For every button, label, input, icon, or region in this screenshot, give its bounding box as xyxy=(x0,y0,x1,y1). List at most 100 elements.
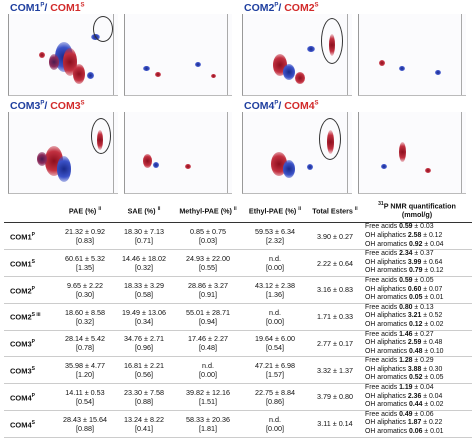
crosspeak xyxy=(37,152,47,166)
pae-cell: 18.60 ± 8.58 [0.32] xyxy=(56,303,114,330)
crosspeak xyxy=(307,164,313,170)
ester-quantification-table: PAE (%) ii SAE (%) ii Methyl-PAE (%) ii … xyxy=(4,198,472,438)
nmr-error: ± 0.02 xyxy=(422,401,444,409)
value: 28.86 ± 3.27 xyxy=(188,280,228,290)
nmr-cell: Free acids 0.49 ± 0.06 OH aliphatics 1.87… xyxy=(362,410,472,437)
nmr-label: Free acids xyxy=(365,223,400,231)
nmr-label: OH aromatics xyxy=(365,374,410,382)
spectra-panel-com3: COM3P/ COM3S A B xyxy=(4,98,236,196)
nmr-value: 3.21 xyxy=(407,312,422,320)
nmr-value: 0.79 xyxy=(409,267,423,275)
sample-name: COM1S xyxy=(10,258,36,269)
total-esters-cell: 2.22 ± 0.64 xyxy=(317,258,353,268)
nmr-cell: Free acids 1.28 ± 0.29 OH aliphatics 3.88… xyxy=(362,357,472,384)
value-bracket: [0.96] xyxy=(135,343,153,353)
nmr-value: 2.36 xyxy=(407,392,422,400)
nmr-error: ± 0.05 xyxy=(422,374,444,382)
methyl-pae-cell: n.d. [0.00] xyxy=(174,357,242,384)
nmr-value: 2.59 xyxy=(407,339,422,347)
crosspeak xyxy=(49,54,59,70)
value-bracket: [0.32] xyxy=(76,316,94,326)
ethyl-pae-cell: n.d. [0.00] xyxy=(242,250,308,277)
pae-cell: 9.65 ± 2.22 [0.30] xyxy=(56,276,114,303)
table-row: COM3P 28.14 ± 5.42 [0.78] 34.76 ± 2.71 [0.96… xyxy=(4,330,472,357)
crosspeak xyxy=(211,74,216,78)
nmr-label: Free acids xyxy=(365,276,400,284)
nmr-label: OH aliphatics xyxy=(365,285,408,293)
nmr-value: 0.59 xyxy=(399,223,413,231)
total-esters-cell: 3.16 ± 0.83 xyxy=(317,285,353,295)
value: 18.60 ± 8.58 xyxy=(65,307,105,317)
value: 24.93 ± 22.00 xyxy=(186,254,230,264)
value: n.d. xyxy=(269,307,281,317)
crosspeak xyxy=(73,64,85,84)
nmr-error: ± 0.03 xyxy=(412,223,434,231)
nmr-value: 0.12 xyxy=(409,320,423,328)
annotation-circle xyxy=(93,16,113,42)
nmr-value: 2.58 xyxy=(407,231,422,239)
crosspeak xyxy=(399,142,406,162)
sae-cell: 16.81 ± 2.21 [0.56] xyxy=(114,357,174,384)
nmr-label: OH aliphatics xyxy=(365,419,408,427)
nmr-label: Free acids xyxy=(365,330,400,338)
pae-cell: 21.32 ± 0.92 [0.83] xyxy=(56,223,114,250)
table-row: COM3S 35.98 ± 4.77 [1.20] 16.81 ± 2.21 [0.56… xyxy=(4,357,472,384)
table-row: COM2S iii 18.60 ± 8.58 [0.32] 19.49 ± 13.06… xyxy=(4,303,472,331)
axis-ticks xyxy=(347,112,353,193)
value-bracket: [0.00] xyxy=(199,370,217,380)
col-sample xyxy=(4,198,56,224)
nmr-value: 0.06 xyxy=(409,428,423,436)
value-bracket: [0.78] xyxy=(76,343,94,353)
value-bracket: [0.91] xyxy=(199,289,217,299)
value-bracket: [1.51] xyxy=(199,396,217,406)
nmr-label: OH aliphatics xyxy=(365,258,408,266)
nmr-error: ± 0.64 xyxy=(421,258,443,266)
value: 28.14 ± 5.42 xyxy=(65,334,105,344)
hsqc-spectrum-b xyxy=(358,14,466,96)
value-bracket: [0.56] xyxy=(135,370,153,380)
spectra-panel-com4: COM4P/ COM4S A B xyxy=(238,98,470,196)
crosspeak xyxy=(381,164,387,169)
value-bracket: [0.86] xyxy=(266,396,284,406)
axis-ticks xyxy=(347,14,353,95)
nmr-value: 0.59 xyxy=(399,276,413,284)
value: 21.32 ± 0.92 xyxy=(65,227,105,237)
nmr-label: Free acids xyxy=(365,303,400,311)
total-esters-cell: 2.77 ± 0.17 xyxy=(317,338,353,348)
methyl-pae-cell: 17.46 ± 2.27 [0.48] xyxy=(174,330,242,357)
nmr-error: ± 0.22 xyxy=(421,419,443,427)
value: 17.46 ± 2.27 xyxy=(188,334,228,344)
nmr-error: ± 0.04 xyxy=(421,392,443,400)
crosspeak xyxy=(39,52,45,58)
total-esters-cell: 3.32 ± 1.37 xyxy=(317,365,353,375)
sae-cell: 23.30 ± 7.58 [0.88] xyxy=(114,384,174,411)
methyl-pae-cell: 0.85 ± 0.75 [0.03] xyxy=(174,223,242,250)
nmr-value: 0.44 xyxy=(409,401,423,409)
col-ethyl-pae: Ethyl-PAE (%) ii xyxy=(242,198,308,224)
total-esters-cell: 3.90 ± 0.27 xyxy=(317,231,353,241)
value: n.d. xyxy=(202,361,214,371)
axis-ticks xyxy=(113,14,119,95)
annotation-circle xyxy=(319,118,341,160)
spectra-panel-com2: COM2P/ COM2S A B xyxy=(238,0,470,98)
nmr-label: OH aromatics xyxy=(365,294,410,302)
nmr-label: Free acids xyxy=(365,410,400,418)
panel-title-com4: COM4P/ COM4S xyxy=(244,100,319,112)
value: 35.98 ± 4.77 xyxy=(65,361,105,371)
nmr-label: OH aromatics xyxy=(365,428,410,436)
value-bracket: [0.30] xyxy=(76,289,94,299)
pae-cell: 28.14 ± 5.42 [0.78] xyxy=(56,330,114,357)
nmr-label: OH aliphatics xyxy=(365,365,408,373)
value-bracket: [1.35] xyxy=(76,263,94,273)
crosspeak xyxy=(425,168,431,173)
nmr-label: Free acids xyxy=(365,357,400,365)
total-esters-cell: 1.71 ± 0.33 xyxy=(317,312,353,322)
col-sae: SAE (%) ii xyxy=(114,198,174,224)
value: 14.11 ± 0.53 xyxy=(65,387,105,397)
value-bracket: [0.55] xyxy=(199,263,217,273)
table-row: COM1P 21.32 ± 0.92 [0.83] 18.30 ± 7.13 [0.71… xyxy=(4,223,472,250)
nmr-error: ± 0.48 xyxy=(421,339,443,347)
sae-cell: 14.46 ± 18.02 [0.32] xyxy=(114,250,174,277)
hsqc-spectrum-a xyxy=(8,112,118,194)
table-row: COM4P 14.11 ± 0.53 [0.54] 23.30 ± 7.58 [0.88… xyxy=(4,384,472,411)
